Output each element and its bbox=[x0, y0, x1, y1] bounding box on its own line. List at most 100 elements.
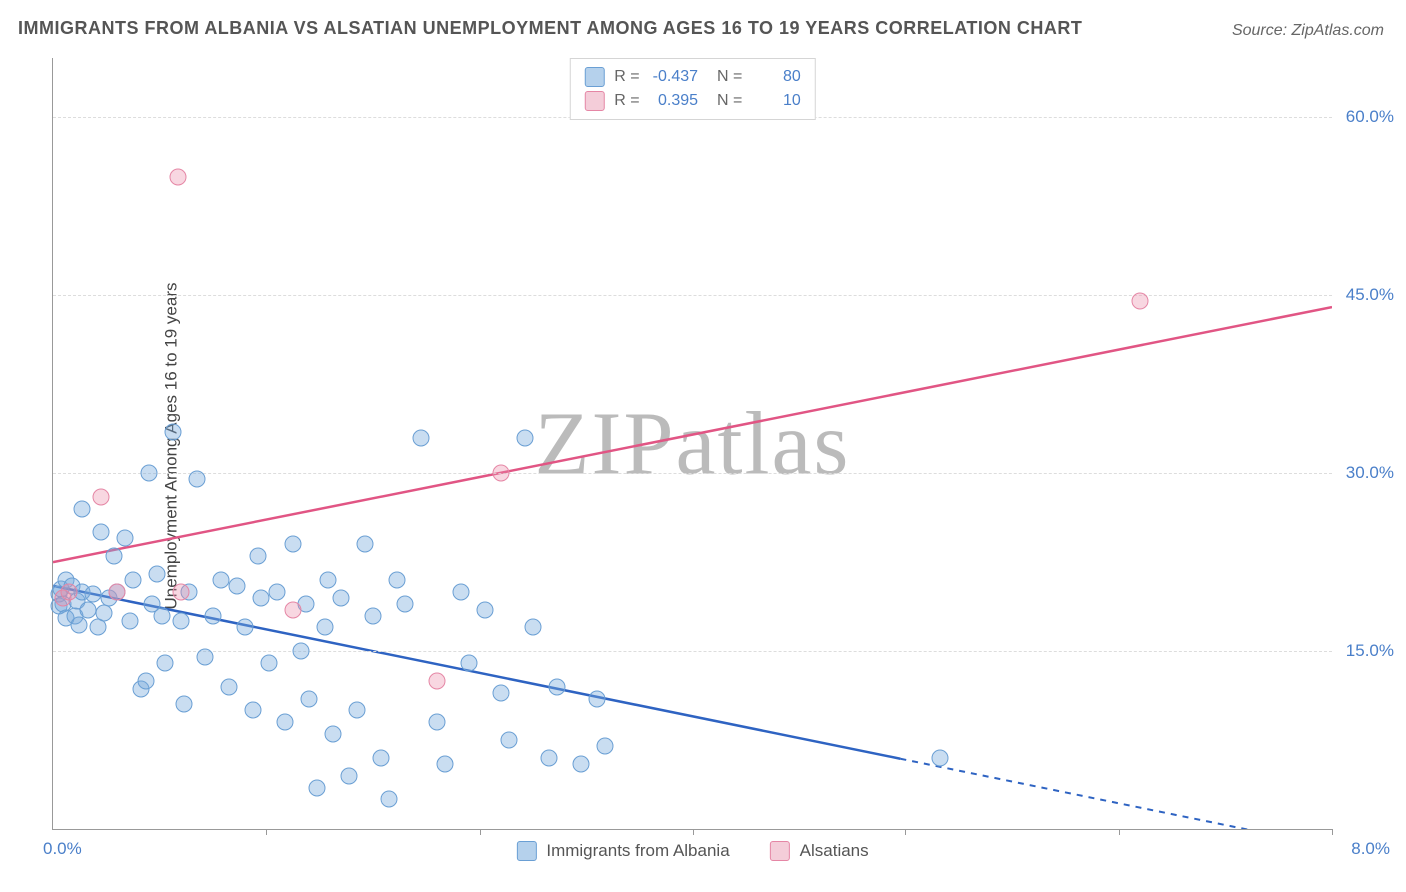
scatter-point bbox=[212, 571, 229, 588]
y-tick-label: 15.0% bbox=[1346, 641, 1394, 661]
scatter-point bbox=[332, 589, 349, 606]
scatter-point bbox=[436, 755, 453, 772]
scatter-point bbox=[388, 571, 405, 588]
scatter-point bbox=[60, 583, 77, 600]
scatter-point bbox=[196, 649, 213, 666]
scatter-point bbox=[172, 613, 189, 630]
swatch-blue-icon bbox=[516, 841, 536, 861]
scatter-point bbox=[156, 654, 173, 671]
scatter-point bbox=[500, 732, 517, 749]
scatter-point bbox=[176, 696, 193, 713]
scatter-point bbox=[572, 755, 589, 772]
scatter-point bbox=[252, 589, 269, 606]
scatter-point bbox=[164, 423, 181, 440]
scatter-point bbox=[308, 779, 325, 796]
gridline bbox=[53, 651, 1332, 652]
scatter-point bbox=[204, 607, 221, 624]
scatter-point bbox=[244, 702, 261, 719]
chart-title: IMMIGRANTS FROM ALBANIA VS ALSATIAN UNEM… bbox=[18, 18, 1082, 39]
swatch-blue-icon bbox=[584, 67, 604, 87]
x-min-label: 0.0% bbox=[43, 839, 82, 859]
scatter-point bbox=[364, 607, 381, 624]
y-tick-label: 30.0% bbox=[1346, 463, 1394, 483]
legend-item-albania: Immigrants from Albania bbox=[516, 841, 729, 861]
scatter-point bbox=[84, 586, 101, 603]
scatter-point bbox=[540, 749, 557, 766]
legend-row-pink: R = 0.395 N = 10 bbox=[584, 89, 800, 113]
legend-row-blue: R = -0.437 N = 80 bbox=[584, 65, 800, 89]
scatter-point bbox=[316, 619, 333, 636]
scatter-point bbox=[169, 168, 186, 185]
scatter-point bbox=[73, 500, 90, 517]
correlation-legend: R = -0.437 N = 80 R = 0.395 N = 10 bbox=[569, 58, 815, 120]
scatter-point bbox=[121, 613, 138, 630]
scatter-point bbox=[300, 690, 317, 707]
scatter-point bbox=[348, 702, 365, 719]
scatter-point bbox=[284, 601, 301, 618]
scatter-point bbox=[220, 678, 237, 695]
scatter-point bbox=[476, 601, 493, 618]
scatter-point bbox=[412, 429, 429, 446]
scatter-point bbox=[276, 714, 293, 731]
x-tick bbox=[905, 829, 906, 835]
scatter-point bbox=[452, 583, 469, 600]
scatter-point bbox=[548, 678, 565, 695]
x-tick bbox=[1119, 829, 1120, 835]
legend-item-alsatians: Alsatians bbox=[770, 841, 869, 861]
swatch-pink-icon bbox=[584, 91, 604, 111]
series-legend: Immigrants from Albania Alsatians bbox=[516, 841, 868, 861]
scatter-point bbox=[524, 619, 541, 636]
scatter-point bbox=[96, 605, 113, 622]
scatter-point bbox=[356, 536, 373, 553]
scatter-point bbox=[172, 583, 189, 600]
scatter-point bbox=[932, 749, 949, 766]
scatter-point bbox=[153, 607, 170, 624]
scatter-point bbox=[340, 767, 357, 784]
scatter-point bbox=[137, 672, 154, 689]
scatter-point bbox=[596, 737, 613, 754]
scatter-point bbox=[380, 791, 397, 808]
scatter-point bbox=[516, 429, 533, 446]
scatter-point bbox=[492, 684, 509, 701]
scatter-point bbox=[428, 714, 445, 731]
scatter-point bbox=[228, 577, 245, 594]
scatter-point bbox=[460, 654, 477, 671]
scatter-point bbox=[396, 595, 413, 612]
scatter-point bbox=[92, 488, 109, 505]
scatter-point bbox=[108, 583, 125, 600]
scatter-point bbox=[319, 571, 336, 588]
x-tick bbox=[266, 829, 267, 835]
watermark: ZIPatlas bbox=[535, 392, 851, 495]
x-max-label: 8.0% bbox=[1351, 839, 1390, 859]
plot-area: ZIPatlas R = -0.437 N = 80 R = 0.395 N =… bbox=[52, 58, 1332, 830]
scatter-point bbox=[92, 524, 109, 541]
scatter-point bbox=[284, 536, 301, 553]
swatch-pink-icon bbox=[770, 841, 790, 861]
scatter-point bbox=[116, 530, 133, 547]
scatter-point bbox=[236, 619, 253, 636]
scatter-point bbox=[372, 749, 389, 766]
scatter-point bbox=[588, 690, 605, 707]
x-tick bbox=[480, 829, 481, 835]
scatter-point bbox=[492, 465, 509, 482]
scatter-point bbox=[188, 471, 205, 488]
scatter-point bbox=[124, 571, 141, 588]
scatter-point bbox=[80, 601, 97, 618]
scatter-point bbox=[105, 548, 122, 565]
scatter-point bbox=[260, 654, 277, 671]
scatter-point bbox=[140, 465, 157, 482]
x-tick bbox=[1332, 829, 1333, 835]
gridline bbox=[53, 473, 1332, 474]
source-attribution: Source: ZipAtlas.com bbox=[1232, 22, 1384, 40]
scatter-point bbox=[148, 565, 165, 582]
scatter-point bbox=[268, 583, 285, 600]
scatter-point bbox=[249, 548, 266, 565]
scatter-point bbox=[324, 726, 341, 743]
x-tick bbox=[693, 829, 694, 835]
y-tick-label: 45.0% bbox=[1346, 285, 1394, 305]
scatter-point bbox=[428, 672, 445, 689]
scatter-point bbox=[70, 616, 87, 633]
scatter-point bbox=[1132, 293, 1149, 310]
y-tick-label: 60.0% bbox=[1346, 107, 1394, 127]
scatter-point bbox=[292, 643, 309, 660]
